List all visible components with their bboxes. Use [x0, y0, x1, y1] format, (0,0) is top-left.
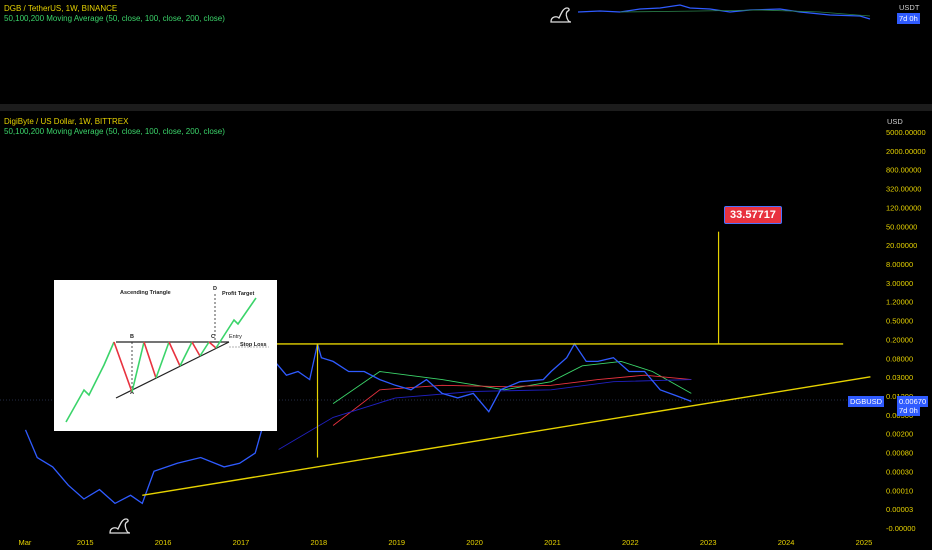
y-tick-label: 1.20000	[886, 298, 913, 307]
x-tick-label: 2018	[311, 538, 328, 547]
x-tick-label: 2024	[778, 538, 795, 547]
x-tick-label: 2016	[155, 538, 172, 547]
y-tick-label: 800.00000	[886, 166, 921, 175]
moving-average-line	[278, 379, 692, 450]
y-tick-label: 8.00000	[886, 260, 913, 269]
main-title[interactable]: DigiByte / US Dollar, 1W, BITTREX	[4, 117, 129, 126]
top-legend: DGB / TetherUS, 1W, BINANCE 50,100,200 M…	[4, 4, 225, 24]
y-tick-label: 3.00000	[886, 279, 913, 288]
top-chart-pane: DGB / TetherUS, 1W, BINANCE 50,100,200 M…	[0, 0, 932, 26]
main-ma-legend[interactable]: 50,100,200 Moving Average (50, close, 10…	[4, 127, 225, 136]
y-tick-label: 0.00200	[886, 430, 913, 439]
y-tick-label: 5000.00000	[886, 128, 926, 137]
y-tick-label: 0.20000	[886, 335, 913, 344]
inset-point-d: D	[213, 286, 217, 292]
tradingview-logo-icon	[550, 7, 572, 23]
y-tick-label: 120.00000	[886, 203, 921, 212]
inset-entry-label: Entry	[229, 334, 242, 340]
y-tick-label: 20.00000	[886, 241, 917, 250]
inset-point-a: A	[130, 390, 134, 396]
y-tick-label: 0.00080	[886, 449, 913, 458]
top-mini-chart	[577, 4, 871, 20]
current-price-tag: 0.00670	[897, 396, 929, 407]
y-tick-label: 0.00030	[886, 467, 913, 476]
x-tick-label: 2020	[466, 538, 483, 547]
y-tick-label: 320.00000	[886, 185, 921, 194]
top-interval-tag: 7d 0h	[897, 13, 920, 24]
tradingview-logo-bottom-icon	[109, 518, 131, 534]
top-ma-line	[619, 9, 871, 17]
y-tick-label: 0.50000	[886, 317, 913, 326]
x-tick-label: 2021	[544, 538, 561, 547]
main-legend: DigiByte / US Dollar, 1W, BITTREX 50,100…	[4, 117, 225, 137]
y-tick-label: 0.00003	[886, 505, 913, 514]
x-tick-label: Mar	[18, 538, 31, 547]
top-currency-label: USDT	[899, 3, 920, 12]
y-tick-label: -0.00000	[886, 524, 916, 533]
inset-stop-label: Stop Loss	[240, 342, 267, 348]
top-ma-legend[interactable]: 50,100,200 Moving Average (50, close, 10…	[4, 14, 225, 23]
symbol-tag: DGBUSD	[848, 396, 885, 407]
y-tick-label: 0.00010	[886, 486, 913, 495]
moving-average-line	[332, 374, 692, 426]
main-interval-tag: 7d 0h	[897, 405, 920, 416]
y-tick-label: 0.08000	[886, 354, 913, 363]
top-price-line	[577, 4, 871, 20]
ascending-triangle-inset: Ascending Triangle Profit Target Entry S…	[54, 280, 277, 431]
y-tick-label: 50.00000	[886, 222, 917, 231]
top-title[interactable]: DGB / TetherUS, 1W, BINANCE	[4, 4, 118, 13]
pane-separator[interactable]	[0, 104, 932, 111]
price-series-line	[24, 342, 692, 505]
x-tick-label: 2019	[388, 538, 405, 547]
moving-average-line	[332, 360, 692, 404]
x-tick-label: 2025	[856, 538, 873, 547]
target-price-label[interactable]: 33.57717	[724, 206, 782, 224]
inset-title: Ascending Triangle	[120, 290, 171, 296]
support-trendline[interactable]	[142, 376, 871, 497]
x-tick-label: 2023	[700, 538, 717, 547]
x-tick-label: 2022	[622, 538, 639, 547]
y-tick-label: 0.03000	[886, 373, 913, 382]
inset-profit-label: Profit Target	[222, 291, 255, 297]
inset-point-b: B	[130, 334, 134, 340]
main-currency-label: USD	[887, 117, 903, 126]
inset-diagram	[65, 294, 269, 423]
inset-point-c: C	[211, 334, 215, 340]
y-tick-label: 2000.00000	[886, 147, 926, 156]
x-tick-label: 2015	[77, 538, 94, 547]
x-tick-label: 2017	[233, 538, 250, 547]
